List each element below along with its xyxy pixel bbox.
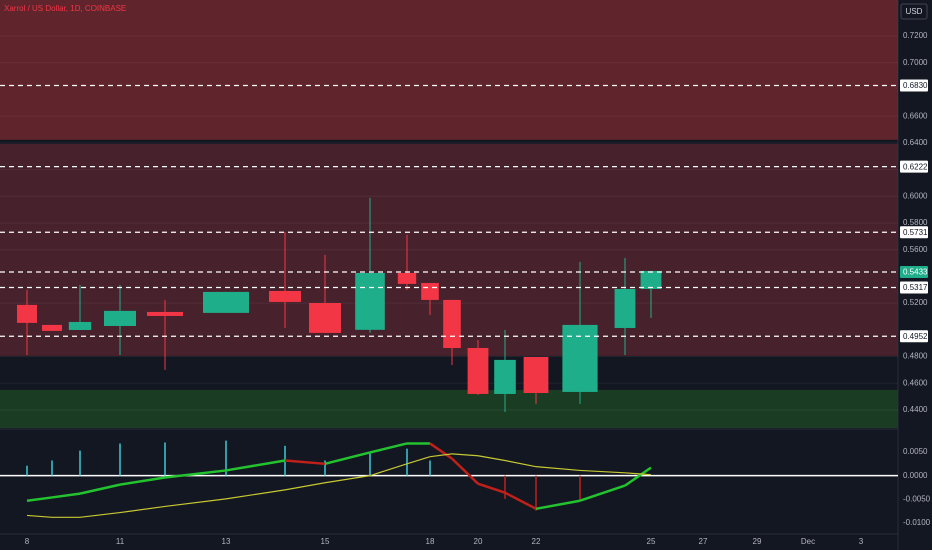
indicator-segment bbox=[624, 466, 652, 487]
indicator-segment bbox=[119, 505, 166, 514]
level-label: 0.4952 bbox=[903, 332, 928, 341]
level-label: 0.5433 bbox=[903, 268, 928, 277]
y-tick-label: 0.4600 bbox=[903, 378, 928, 387]
x-tick-label: 15 bbox=[321, 537, 330, 546]
candle-body bbox=[269, 290, 301, 302]
indicator-segment bbox=[579, 469, 626, 474]
x-tick-label: 3 bbox=[859, 537, 864, 546]
zone bbox=[0, 0, 898, 140]
y-tick-label: 0.6600 bbox=[903, 111, 928, 120]
candle-body bbox=[104, 310, 136, 326]
candle-body bbox=[147, 311, 183, 316]
indicator-segment bbox=[429, 442, 453, 460]
indicator-segment bbox=[429, 453, 453, 458]
y-tick-label: 0.6400 bbox=[903, 138, 928, 147]
candle-body bbox=[355, 272, 385, 330]
indicator-segment bbox=[324, 451, 371, 466]
y-tick-label: 0.4800 bbox=[903, 352, 928, 361]
indicator-segment bbox=[225, 489, 286, 500]
y-tick-label: -0.0100 bbox=[903, 518, 931, 527]
candle-body bbox=[467, 348, 489, 394]
x-tick-label: 13 bbox=[222, 537, 231, 546]
indicator-segment bbox=[26, 514, 53, 518]
candle-body bbox=[562, 324, 598, 392]
indicator-segment bbox=[504, 459, 537, 468]
indicator-segment bbox=[51, 492, 81, 499]
x-tick-label: 8 bbox=[25, 537, 30, 546]
y-tick-label: 0.7200 bbox=[903, 31, 928, 40]
y-tick-label: 0.4400 bbox=[903, 405, 928, 414]
x-tick-label: 29 bbox=[753, 537, 762, 546]
x-tick-label: 27 bbox=[699, 537, 708, 546]
indicator-segment bbox=[26, 496, 53, 502]
level-label: 0.6830 bbox=[903, 81, 928, 90]
y-tick-label: 0.0050 bbox=[903, 447, 928, 456]
level-tag bbox=[900, 160, 928, 173]
level-label: 0.6222 bbox=[903, 162, 928, 171]
y-tick-label: 0.7000 bbox=[903, 58, 928, 67]
indicator-segment bbox=[369, 442, 408, 454]
currency: USD bbox=[906, 7, 923, 16]
symbol-title: Xarrol / US Dollar, 1D, COINBASE bbox=[4, 4, 126, 13]
indicator-segment bbox=[119, 476, 166, 486]
indicator-segment bbox=[164, 498, 227, 508]
candle-body bbox=[17, 304, 37, 323]
candle-body bbox=[68, 321, 92, 330]
candle-body bbox=[640, 270, 662, 289]
candle-body bbox=[421, 282, 439, 300]
x-tick-label: 20 bbox=[474, 537, 483, 546]
y-tick-label: 0.5600 bbox=[903, 245, 928, 254]
y-tick-label: 0.0000 bbox=[903, 471, 928, 480]
indicator-segment bbox=[535, 466, 581, 472]
level-label: 0.5317 bbox=[903, 283, 928, 292]
zone bbox=[0, 389, 898, 428]
indicator-segment bbox=[284, 482, 326, 491]
x-tick-label: Dec bbox=[801, 537, 815, 546]
x-tick-label: 25 bbox=[647, 537, 656, 546]
candle-body bbox=[42, 324, 62, 331]
level-tag bbox=[900, 281, 928, 294]
candle-body bbox=[494, 359, 516, 394]
level-tag bbox=[900, 79, 928, 92]
candle-body bbox=[443, 299, 461, 349]
indicator-segment bbox=[324, 475, 371, 484]
indicator-segment bbox=[79, 511, 121, 518]
indicator-segment bbox=[225, 459, 286, 472]
x-tick-label: 22 bbox=[532, 537, 541, 546]
indicator-segment bbox=[477, 482, 506, 494]
level-tag bbox=[900, 266, 928, 279]
indicator-segment bbox=[451, 457, 479, 485]
indicator-segment bbox=[535, 499, 581, 511]
candle-body bbox=[203, 291, 249, 313]
indicator-segment bbox=[369, 463, 408, 477]
y-tick-label: -0.0050 bbox=[903, 494, 931, 503]
indicator-segment bbox=[579, 484, 626, 502]
candle-body bbox=[614, 288, 636, 328]
indicator-segment bbox=[284, 459, 326, 466]
y-tick-label: 0.5800 bbox=[903, 218, 928, 227]
indicator-segment bbox=[451, 453, 479, 457]
currency-box[interactable] bbox=[900, 3, 928, 20]
level-label: 0.5731 bbox=[903, 228, 928, 237]
indicator-segment bbox=[504, 491, 537, 510]
x-tick-label: 11 bbox=[116, 537, 125, 546]
candle-body bbox=[523, 356, 549, 394]
level-tag bbox=[900, 330, 928, 343]
indicator-segment bbox=[477, 455, 506, 462]
candle-body bbox=[397, 272, 417, 284]
level-tag bbox=[900, 226, 928, 239]
indicator-segment bbox=[406, 456, 431, 465]
y-tick-label: 0.5200 bbox=[903, 298, 928, 307]
indicator-segment bbox=[164, 469, 227, 479]
candle-body bbox=[309, 303, 341, 333]
indicator-segment bbox=[79, 483, 121, 495]
y-tick-label: 0.6000 bbox=[903, 191, 928, 200]
x-tick-label: 18 bbox=[426, 537, 435, 546]
indicator-segment bbox=[624, 472, 652, 476]
